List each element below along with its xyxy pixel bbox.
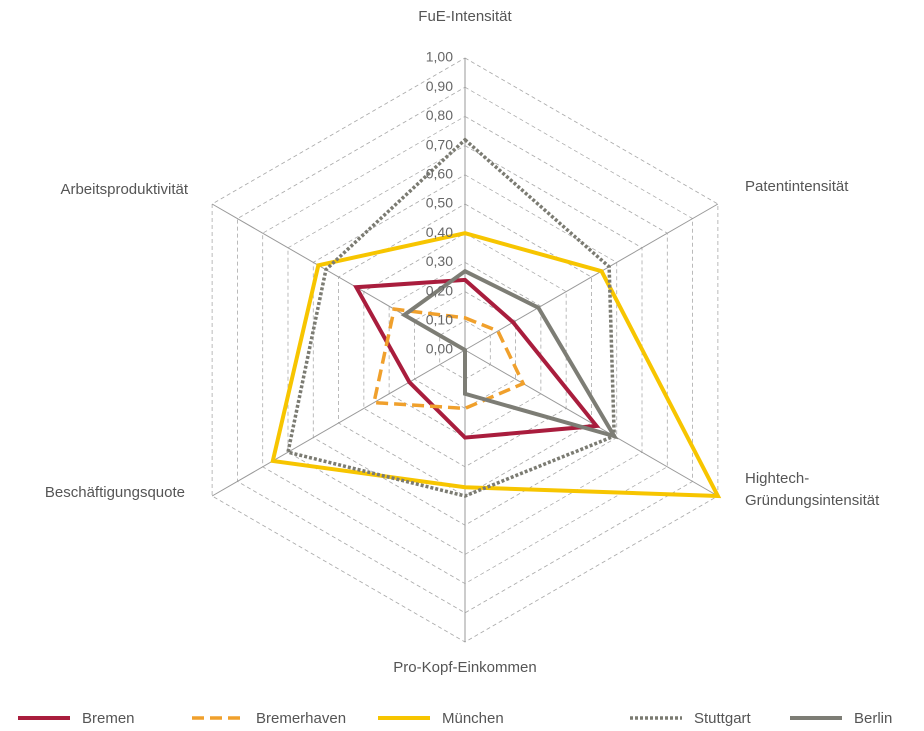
category-label: Arbeitsproduktivität xyxy=(60,181,188,198)
axis-line xyxy=(464,203,719,351)
tick-label: 0,50 xyxy=(426,195,453,211)
tick-label: 0,40 xyxy=(426,224,453,240)
tick-label: 0,30 xyxy=(426,253,453,269)
tick-label: 1,00 xyxy=(426,49,453,65)
axis-line xyxy=(464,349,719,497)
tick-label: 0,20 xyxy=(426,282,453,298)
category-label: FuE-Intensität xyxy=(418,8,512,25)
category-label: Pro-Kopf-Einkommen xyxy=(393,659,537,676)
series-line xyxy=(270,231,722,499)
tick-label: 0,10 xyxy=(426,312,453,328)
tick-label: 0,90 xyxy=(426,78,453,94)
legend-label: Bremerhaven xyxy=(256,710,346,727)
category-label: Beschäftigungsquote xyxy=(44,484,185,501)
series-line xyxy=(285,137,616,498)
category-label: Patentintensität xyxy=(745,178,849,195)
legend-label: Bremen xyxy=(82,710,135,727)
legend-label: Berlin xyxy=(854,710,892,727)
series-line xyxy=(352,277,601,440)
series-line xyxy=(400,268,619,440)
tick-label: 0,00 xyxy=(426,341,453,357)
tick-label: 0,60 xyxy=(426,166,453,182)
tick-label: 0,80 xyxy=(426,107,453,123)
series-line xyxy=(371,307,526,411)
tick-label: 0,70 xyxy=(426,136,453,152)
axis-line xyxy=(211,349,466,497)
legend-label: München xyxy=(442,710,504,727)
legend-label: Stuttgart xyxy=(694,710,752,727)
category-label: Hightech-Gründungsintensität xyxy=(745,470,880,509)
